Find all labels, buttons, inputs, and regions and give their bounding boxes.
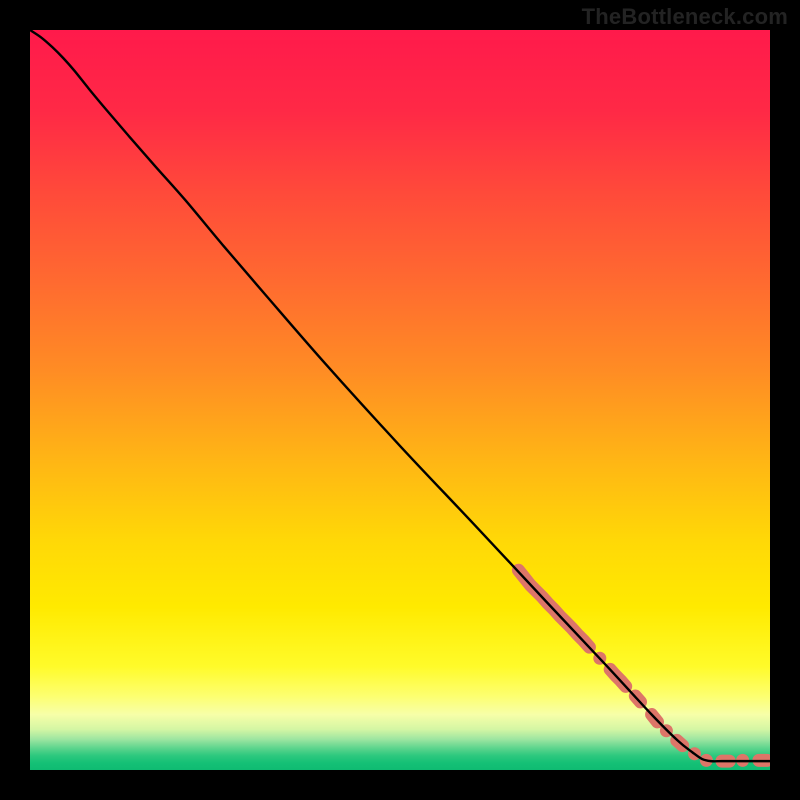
chart-svg (30, 30, 770, 770)
gradient-background-rect (30, 30, 770, 770)
chart-container: TheBottleneck.com (0, 0, 800, 800)
plot-area (30, 30, 770, 770)
watermark-text: TheBottleneck.com (582, 4, 788, 30)
